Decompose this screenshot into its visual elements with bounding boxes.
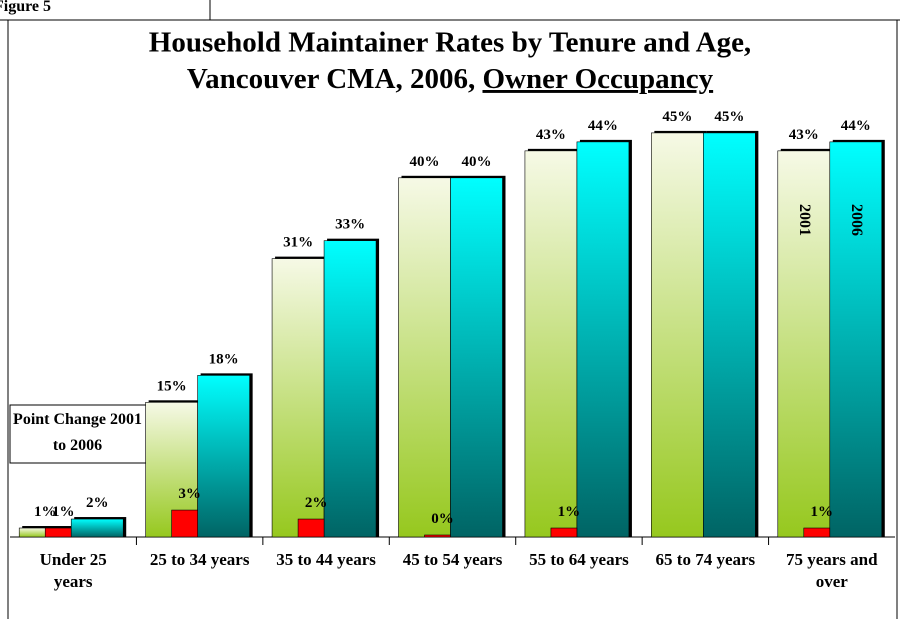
chart-title: Household Maintainer Rates by Tenure and… (149, 27, 751, 59)
bar (576, 141, 630, 538)
value-label: 18% (209, 351, 239, 367)
callout-text: Point Change 2001 to 2006 (13, 411, 142, 454)
change-label: 1% (811, 504, 834, 520)
bar (651, 132, 704, 538)
bar (197, 375, 250, 538)
bar (323, 240, 377, 538)
callout-box (9, 404, 147, 464)
change-label: 1% (558, 504, 581, 520)
x-tick-label: 55 to 64 years (529, 550, 629, 569)
bar (777, 150, 831, 538)
value-label: 45% (662, 109, 692, 125)
series-name: 2001 (796, 204, 813, 236)
change-bar (550, 527, 578, 538)
value-label: 1% (34, 504, 57, 520)
series-name: 2006 (848, 204, 865, 236)
value-label: 2% (86, 495, 109, 511)
value-label: 44% (841, 118, 871, 134)
x-tick-label: 25 to 34 years (149, 550, 250, 569)
bar (829, 141, 883, 538)
change-bar (803, 527, 831, 538)
bar (450, 177, 503, 538)
value-label: 33% (335, 217, 365, 233)
x-tick-label: 45 to 54 years (402, 550, 503, 569)
bar (271, 258, 325, 538)
bar (524, 150, 578, 538)
value-label: 40% (462, 154, 492, 170)
value-label: 43% (536, 127, 566, 143)
change-bar (297, 518, 325, 538)
bar (70, 518, 124, 538)
chart-title: Vancouver CMA, 2006, (187, 63, 483, 95)
x-tick-label: 65 to 74 years (655, 550, 756, 569)
value-label: 44% (588, 118, 618, 134)
x-tick-label: 35 to 44 years (276, 550, 376, 569)
bar (398, 177, 451, 538)
change-bar (424, 534, 451, 538)
change-bar (44, 527, 72, 538)
value-label: 45% (714, 109, 744, 125)
value-label: 43% (789, 127, 819, 143)
value-label: 15% (157, 378, 187, 394)
change-label: 2% (305, 495, 328, 511)
caption: Figure 5 (0, 0, 52, 15)
chart-title: Owner Occupancy (482, 63, 713, 95)
x-tick-label: 75 years and over (785, 550, 878, 591)
change-label: 3% (178, 486, 201, 502)
x-tick-label: Under 25 years (39, 550, 107, 591)
change-label: 1% (52, 504, 75, 520)
change-bar (171, 509, 198, 538)
bar (703, 132, 756, 538)
value-label: 40% (410, 154, 440, 170)
change-label: 0% (431, 511, 454, 527)
value-label: 31% (283, 235, 313, 251)
chart-title: Vancouver CMA, 2006, Owner Occupancy (187, 63, 714, 95)
